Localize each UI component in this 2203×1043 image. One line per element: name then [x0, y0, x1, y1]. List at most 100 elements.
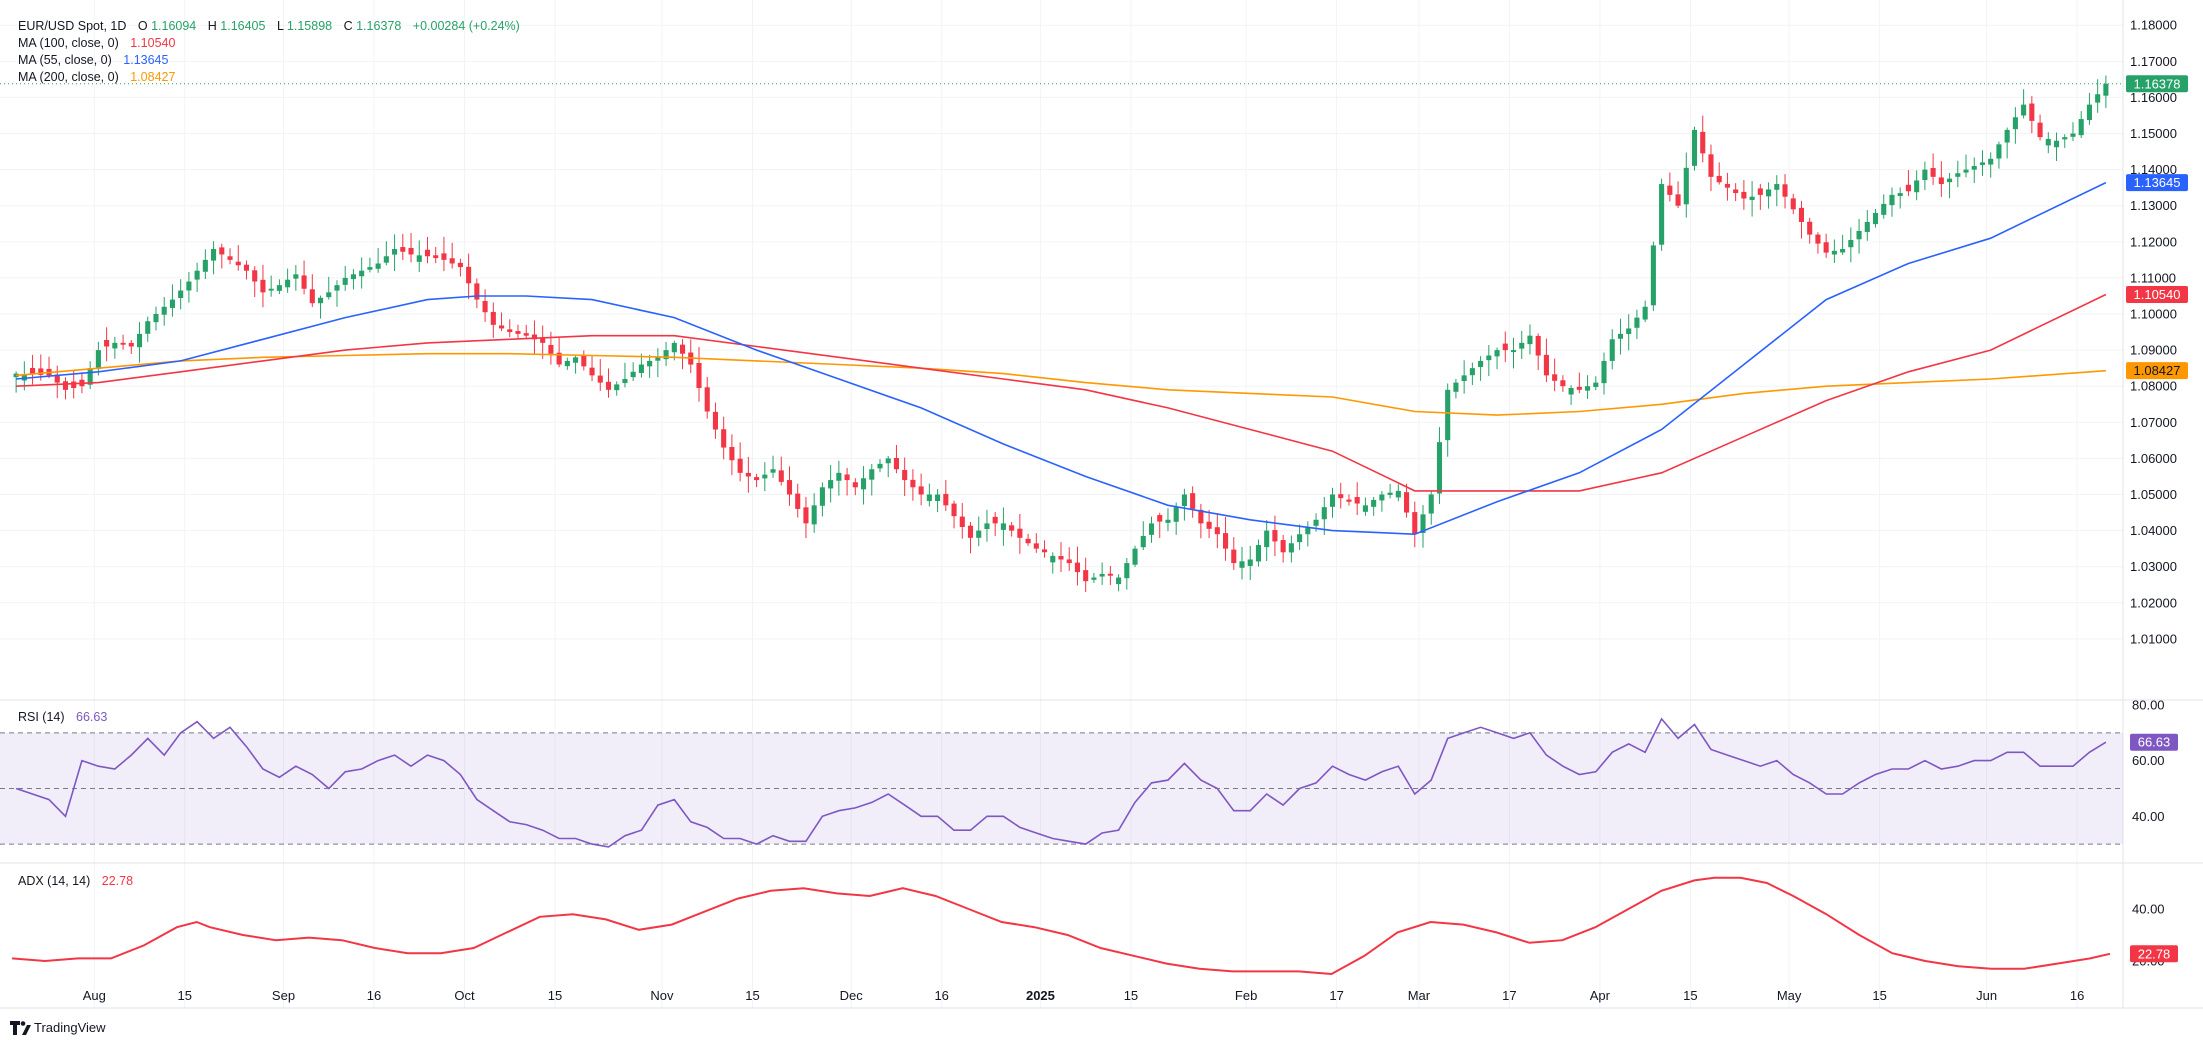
candle[interactable]: [161, 296, 167, 326]
candle[interactable]: [507, 319, 513, 338]
candle[interactable]: [1107, 565, 1113, 586]
candle[interactable]: [721, 416, 727, 460]
candle[interactable]: [1938, 161, 1944, 197]
ma55-line[interactable]: [16, 181, 2107, 536]
candle[interactable]: [1889, 187, 1895, 217]
candle[interactable]: [910, 469, 916, 501]
candle[interactable]: [112, 336, 118, 359]
candle[interactable]: [441, 236, 447, 272]
candle[interactable]: [87, 361, 93, 390]
candle[interactable]: [128, 339, 134, 354]
candle[interactable]: [1420, 505, 1426, 548]
candle[interactable]: [984, 509, 990, 542]
candle[interactable]: [1881, 194, 1887, 219]
candle[interactable]: [1848, 227, 1854, 263]
candle[interactable]: [860, 466, 867, 505]
candle[interactable]: [1181, 488, 1187, 521]
candle[interactable]: [2029, 96, 2035, 134]
candle[interactable]: [1733, 183, 1739, 202]
candle[interactable]: [317, 295, 324, 319]
candles[interactable]: [13, 75, 2109, 593]
candle[interactable]: [515, 324, 521, 340]
candle[interactable]: [498, 312, 505, 331]
candle[interactable]: [1009, 522, 1015, 537]
candle[interactable]: [1700, 115, 1706, 163]
candle[interactable]: [1025, 533, 1031, 546]
candle[interactable]: [1116, 574, 1122, 592]
candle[interactable]: [1659, 178, 1665, 251]
candle[interactable]: [1979, 150, 1986, 176]
candle[interactable]: [935, 489, 941, 513]
candle[interactable]: [902, 457, 908, 497]
candle[interactable]: [556, 337, 562, 368]
candle[interactable]: [1872, 209, 1879, 228]
candle[interactable]: [383, 241, 389, 266]
candle[interactable]: [1395, 484, 1401, 502]
candle[interactable]: [1305, 521, 1311, 547]
candle[interactable]: [1297, 524, 1303, 550]
candle[interactable]: [1157, 512, 1163, 539]
candle[interactable]: [811, 493, 817, 533]
candle[interactable]: [1543, 338, 1549, 382]
candle[interactable]: [992, 511, 998, 536]
candle[interactable]: [235, 245, 241, 271]
candle[interactable]: [326, 276, 332, 300]
candle[interactable]: [1264, 520, 1270, 561]
time-axis-ticks[interactable]: Aug 15 Sep 16 Oct 15 Nov 15 Dec 16 2025 15 Feb 17 Mar 1…: [83, 988, 2085, 1003]
candle[interactable]: [1593, 376, 1599, 391]
candle[interactable]: [169, 284, 175, 317]
candle[interactable]: [104, 327, 110, 362]
candle[interactable]: [293, 265, 299, 291]
candle[interactable]: [1140, 521, 1146, 551]
candle[interactable]: [1148, 516, 1155, 543]
candle[interactable]: [1428, 490, 1434, 525]
candle[interactable]: [30, 354, 36, 385]
candle[interactable]: [1815, 232, 1821, 254]
candle[interactable]: [1930, 153, 1936, 185]
candle[interactable]: [1214, 513, 1220, 549]
candle[interactable]: [474, 278, 480, 309]
candle[interactable]: [1050, 552, 1056, 574]
rsi-axis-ticks[interactable]: 80.00 60.00 40.00: [2132, 698, 2165, 824]
candle[interactable]: [194, 262, 200, 293]
candle[interactable]: [1683, 152, 1689, 218]
candle[interactable]: [392, 234, 398, 272]
candle[interactable]: [1790, 193, 1796, 215]
candle[interactable]: [1083, 557, 1089, 593]
candle[interactable]: [375, 248, 381, 273]
candle[interactable]: [1354, 482, 1360, 515]
candle[interactable]: [1749, 181, 1755, 217]
candle[interactable]: [893, 444, 900, 474]
candle[interactable]: [1708, 144, 1714, 192]
candle[interactable]: [1124, 558, 1130, 590]
candle[interactable]: [564, 357, 570, 370]
candle[interactable]: [795, 483, 801, 518]
candle[interactable]: [696, 346, 702, 402]
candle[interactable]: [1774, 175, 1780, 207]
candle[interactable]: [1601, 352, 1607, 395]
candle[interactable]: [1247, 545, 1253, 581]
candle[interactable]: [243, 260, 250, 280]
candle[interactable]: [754, 473, 760, 488]
legend-ma200-row[interactable]: MA (200, close, 0) 1.08427: [18, 70, 175, 84]
candle[interactable]: [1502, 331, 1508, 363]
candle[interactable]: [1173, 502, 1179, 535]
candle[interactable]: [1091, 572, 1097, 583]
candle[interactable]: [523, 324, 529, 339]
candle[interactable]: [630, 362, 636, 382]
candle[interactable]: [688, 339, 694, 374]
rsi-legend[interactable]: RSI (14) 66.63: [18, 710, 107, 724]
candle[interactable]: [400, 233, 406, 260]
candle[interactable]: [1058, 542, 1064, 573]
candle[interactable]: [466, 253, 472, 300]
candle[interactable]: [655, 348, 661, 378]
candle[interactable]: [449, 242, 455, 269]
candle[interactable]: [803, 497, 809, 539]
candle[interactable]: [276, 279, 282, 295]
candle[interactable]: [1288, 535, 1294, 563]
candle[interactable]: [1905, 170, 1911, 197]
candle[interactable]: [424, 236, 431, 264]
candle[interactable]: [350, 269, 356, 290]
candle[interactable]: [1017, 513, 1023, 554]
candle[interactable]: [2012, 107, 2018, 144]
